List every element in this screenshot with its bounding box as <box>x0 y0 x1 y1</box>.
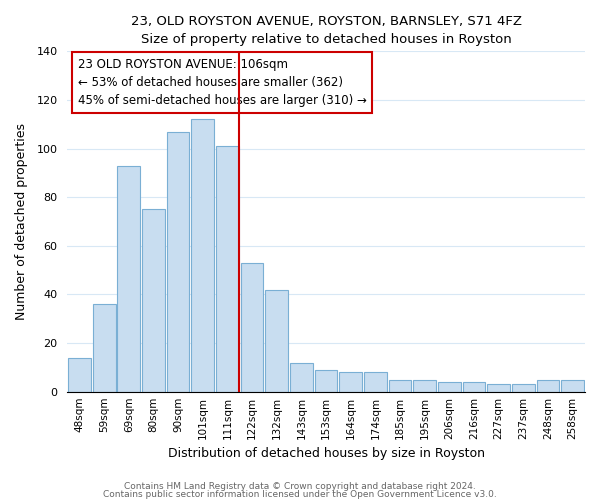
Bar <box>93 304 116 392</box>
Bar <box>463 382 485 392</box>
Bar <box>487 384 510 392</box>
Bar <box>512 384 535 392</box>
Bar <box>438 382 461 392</box>
Bar <box>68 358 91 392</box>
Bar <box>167 132 190 392</box>
Y-axis label: Number of detached properties: Number of detached properties <box>15 123 28 320</box>
Bar <box>216 146 239 392</box>
Bar <box>315 370 337 392</box>
Bar <box>562 380 584 392</box>
Bar <box>142 210 165 392</box>
Bar <box>290 362 313 392</box>
Title: 23, OLD ROYSTON AVENUE, ROYSTON, BARNSLEY, S71 4FZ
Size of property relative to : 23, OLD ROYSTON AVENUE, ROYSTON, BARNSLE… <box>131 15 521 46</box>
Bar <box>265 290 288 392</box>
Text: Contains public sector information licensed under the Open Government Licence v3: Contains public sector information licen… <box>103 490 497 499</box>
Bar <box>241 263 263 392</box>
Bar <box>118 166 140 392</box>
Bar <box>191 120 214 392</box>
Text: Contains HM Land Registry data © Crown copyright and database right 2024.: Contains HM Land Registry data © Crown c… <box>124 482 476 491</box>
Text: 23 OLD ROYSTON AVENUE: 106sqm
← 53% of detached houses are smaller (362)
45% of : 23 OLD ROYSTON AVENUE: 106sqm ← 53% of d… <box>77 58 367 107</box>
Bar <box>340 372 362 392</box>
Bar <box>364 372 387 392</box>
Bar <box>536 380 559 392</box>
Bar <box>389 380 412 392</box>
X-axis label: Distribution of detached houses by size in Royston: Distribution of detached houses by size … <box>167 447 485 460</box>
Bar <box>413 380 436 392</box>
